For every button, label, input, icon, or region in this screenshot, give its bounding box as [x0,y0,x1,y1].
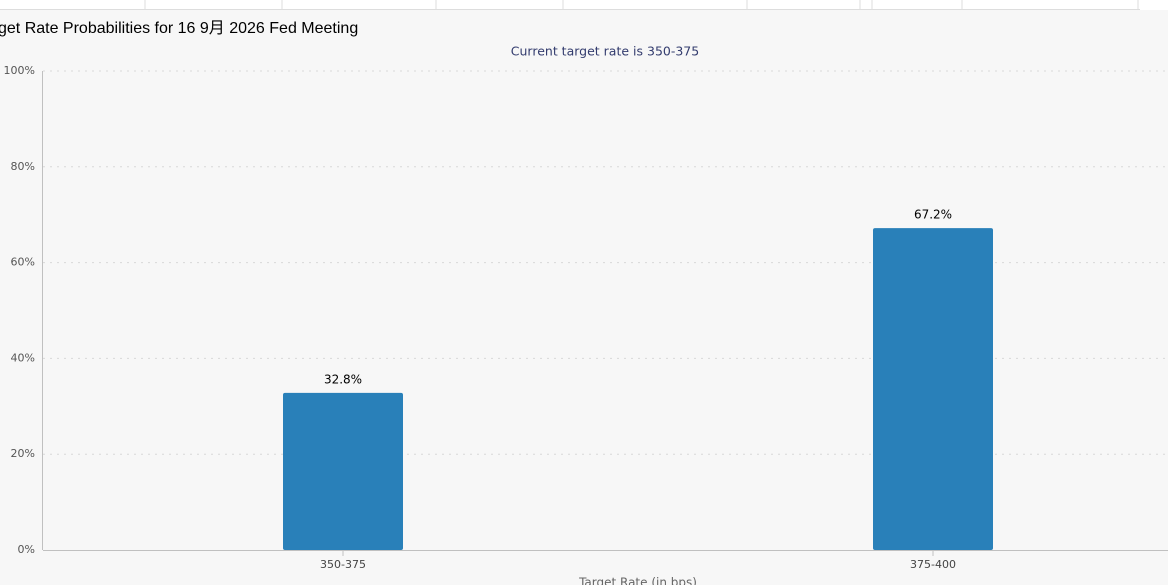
x-tick-label: 350-375 [320,558,366,571]
x-tick-label: 375-400 [910,558,956,571]
bar [873,228,993,550]
x-axis-title: Target Rate (in bps) [578,576,697,585]
y-tick-label: 0% [18,543,35,556]
y-tick-label: 20% [11,447,35,460]
chart-subtitle: Current target rate is 350-375 [511,44,699,59]
bar [283,392,403,550]
chart-title: get Rate Probabilities for 16 9月 2026 Fe… [0,20,358,37]
y-tick-label: 100% [4,64,35,77]
table-cells [0,0,1140,10]
y-tick-label: 80% [11,160,35,173]
value-label: 67.2% [914,208,952,222]
y-tick-label: 40% [11,351,35,364]
table-row [0,0,1168,10]
value-label: 32.8% [324,372,362,386]
y-tick-label: 60% [11,256,35,269]
